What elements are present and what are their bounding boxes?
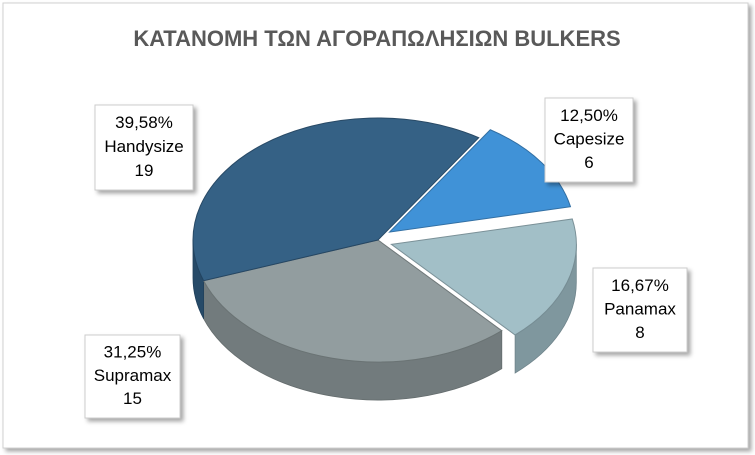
category-label: Panamax: [604, 299, 676, 318]
chart-title: ΚΑΤΑΝΟΜΗ ΤΩΝ ΑΓΟΡΑΠΩΛΗΣΙΩΝ BULKERS: [133, 26, 620, 51]
category-label: Supramax: [94, 366, 172, 385]
slice: [202, 239, 503, 363]
label-box: [94, 104, 194, 191]
slice: [388, 129, 572, 233]
value-label: 19: [135, 161, 154, 180]
pie-tops: [192, 117, 577, 363]
percentage-label: 16,67%: [611, 276, 669, 295]
slice: [390, 218, 577, 336]
percentage-label: 31,25%: [104, 343, 162, 362]
labels: 12,50% Capesize 6 16,67% Panamax 8 31,25% Supra…: [84, 97, 688, 419]
label-box: [592, 267, 688, 353]
category-label: Capesize: [554, 129, 625, 148]
value-label: 8: [635, 323, 644, 342]
label-box: [84, 334, 181, 419]
value-label: 6: [584, 153, 593, 172]
value-label: 15: [123, 389, 142, 408]
slice: [192, 117, 480, 282]
category-label: Handysize: [104, 137, 183, 156]
percentage-label: 12,50%: [560, 106, 618, 125]
percentage-label: 39,58%: [115, 113, 173, 132]
label-box: [544, 97, 634, 183]
